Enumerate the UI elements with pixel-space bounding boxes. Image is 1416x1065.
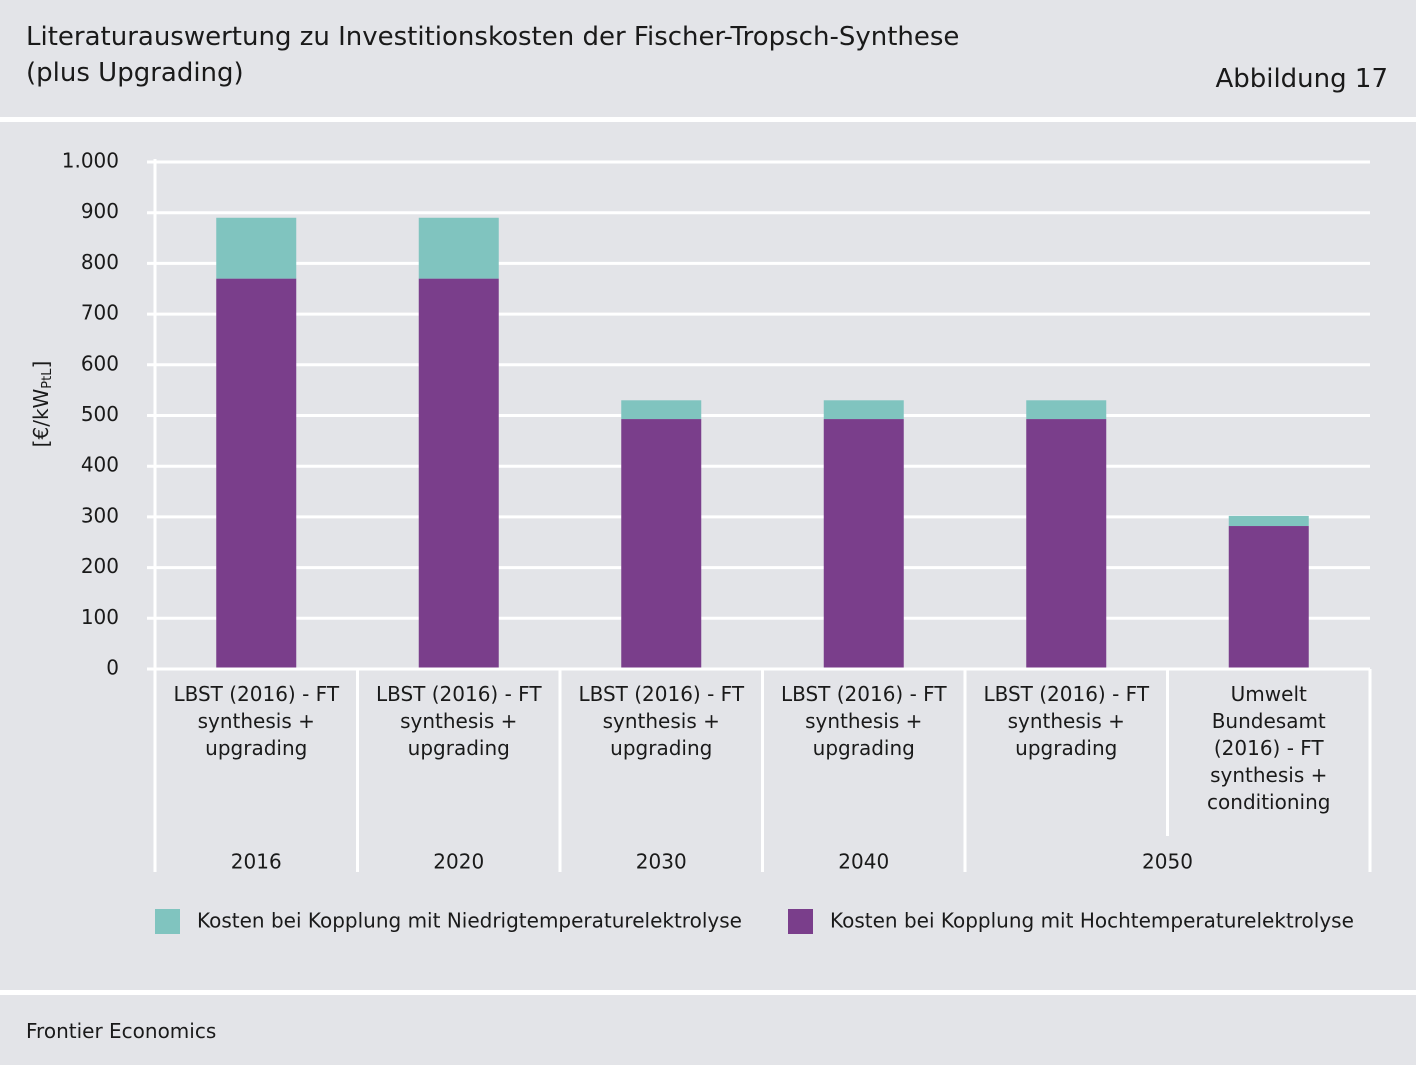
y-tick-label: 100 (81, 605, 119, 629)
x-tick-label: LBST (2016) - FT synthesis + upgrading (780, 682, 947, 760)
bar-segment (418, 217, 499, 279)
bar-segment (1228, 526, 1309, 669)
header: Literaturauswertung zu Investitionskoste… (0, 0, 1416, 117)
bar-segment (621, 419, 702, 669)
footer: Frontier Economics (0, 995, 1416, 1065)
bar-segment (621, 400, 702, 420)
group-label: 2020 (433, 850, 484, 874)
legend-swatch (155, 909, 180, 934)
y-tick-label: 200 (81, 554, 119, 578)
y-tick-label: 0 (106, 656, 119, 680)
x-tick-label: LBST (2016) - FT synthesis + upgrading (983, 682, 1150, 760)
bar-segment (216, 278, 297, 669)
bar-segment (418, 278, 499, 669)
bar-segment (823, 400, 904, 420)
y-axis-label: [€/kWPtL] (29, 361, 55, 448)
y-tick-label: 1.000 (62, 149, 119, 173)
group-label: 2050 (1142, 850, 1193, 874)
figure-number: Abbildung 17 (1215, 64, 1388, 94)
source: Frontier Economics (26, 1019, 217, 1043)
title: (plus Upgrading) (26, 58, 244, 88)
y-axis-label: [€/kW (29, 388, 53, 447)
y-tick-label: 800 (81, 250, 119, 274)
group-label: 2030 (636, 850, 687, 874)
y-tick-label: 600 (81, 351, 119, 375)
bar-segment (1228, 515, 1309, 527)
bar-segment (1026, 419, 1107, 669)
title: Literaturauswertung zu Investitionskoste… (26, 22, 960, 52)
y-axis-label-sub: PtL (40, 368, 55, 389)
legend-swatch (788, 909, 813, 934)
y-tick-label: 700 (81, 301, 119, 325)
x-tick-label: Umwelt Bundesamt (2016) - FT synthesis +… (1207, 682, 1331, 814)
y-axis-label: ] (29, 361, 53, 369)
legend-label: Kosten bei Kopplung mit Niedrigtemperatu… (197, 909, 742, 933)
y-tick-label: 400 (81, 453, 119, 477)
group-label: 2016 (231, 850, 282, 874)
x-tick-label: LBST (2016) - FT synthesis + upgrading (375, 682, 542, 760)
bar-segment (1026, 400, 1107, 420)
x-tick-label: LBST (2016) - FT synthesis + upgrading (173, 682, 340, 760)
x-tick-label: LBST (2016) - FT synthesis + upgrading (578, 682, 745, 760)
bar-segment (823, 419, 904, 669)
y-tick-label: 300 (81, 503, 119, 527)
y-tick-label: 500 (81, 402, 119, 426)
bar-segment (216, 217, 297, 279)
y-tick-label: 900 (81, 199, 119, 223)
group-label: 2040 (838, 850, 889, 874)
legend-label: Kosten bei Kopplung mit Hochtemperaturel… (830, 909, 1354, 933)
